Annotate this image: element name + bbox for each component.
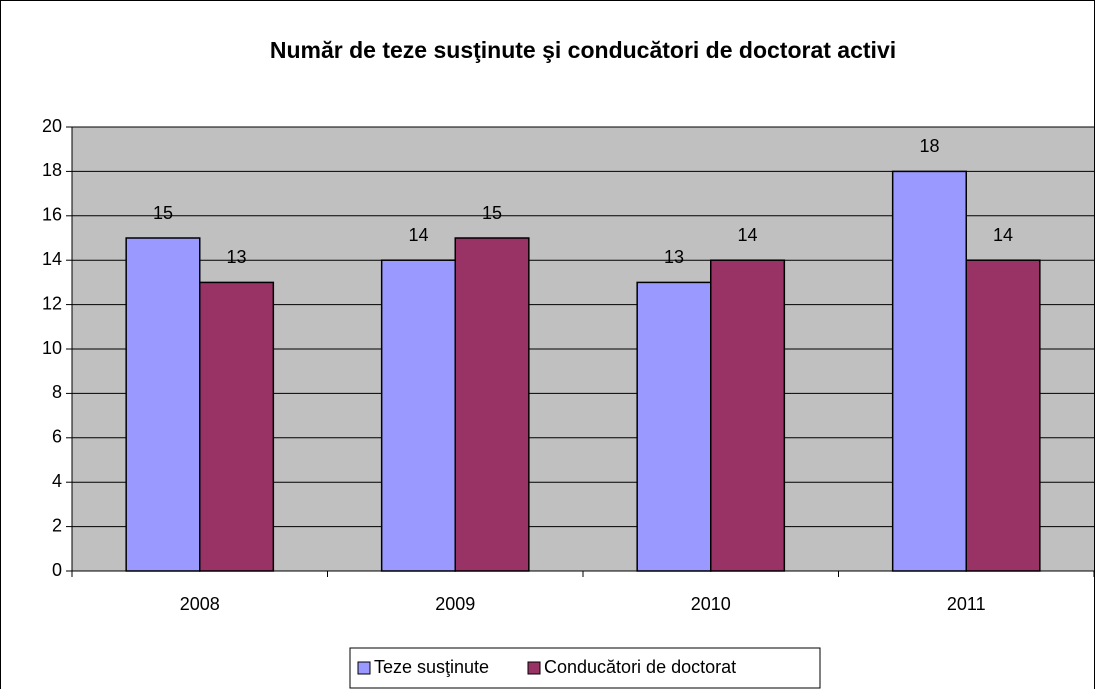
data-label: 15 <box>482 203 502 223</box>
bar <box>710 259 786 572</box>
bar <box>380 259 456 572</box>
y-tick-label: 16 <box>42 205 62 225</box>
y-tick-label: 8 <box>52 382 62 402</box>
data-label: 14 <box>993 225 1013 245</box>
y-tick-label: 18 <box>42 160 62 180</box>
y-tick-label: 10 <box>42 338 62 358</box>
legend-swatch <box>527 661 541 675</box>
x-tick-label: 2011 <box>947 594 986 614</box>
bar <box>891 170 968 572</box>
legend-box <box>349 647 821 689</box>
y-tick-label: 2 <box>52 515 62 535</box>
bar <box>965 259 1041 572</box>
y-tick-label: 0 <box>52 560 62 580</box>
legend-label: Teze susţinute <box>374 657 489 677</box>
y-tick-label: 12 <box>42 293 62 313</box>
data-label: 14 <box>738 225 758 245</box>
chart-title: Număr de teze susţinute şi conducători d… <box>270 37 896 63</box>
legend-swatch <box>357 661 371 675</box>
y-tick-label: 4 <box>52 471 62 491</box>
y-tick-label: 14 <box>42 249 62 269</box>
data-label: 13 <box>664 247 684 267</box>
data-label: 13 <box>227 247 247 267</box>
x-tick-label: 2008 <box>180 594 220 614</box>
x-tick-label: 2009 <box>435 594 475 614</box>
y-tick-label: 6 <box>52 427 62 447</box>
bar <box>125 237 201 572</box>
data-label: 18 <box>919 136 939 156</box>
legend-label: Conducători de doctorat <box>544 657 736 677</box>
y-tick-label: 20 <box>42 116 62 136</box>
data-label: 15 <box>153 203 173 223</box>
bar <box>636 281 712 572</box>
x-tick-label: 2010 <box>691 594 731 614</box>
data-label: 14 <box>408 225 428 245</box>
bar <box>454 237 530 572</box>
bar <box>199 281 275 572</box>
